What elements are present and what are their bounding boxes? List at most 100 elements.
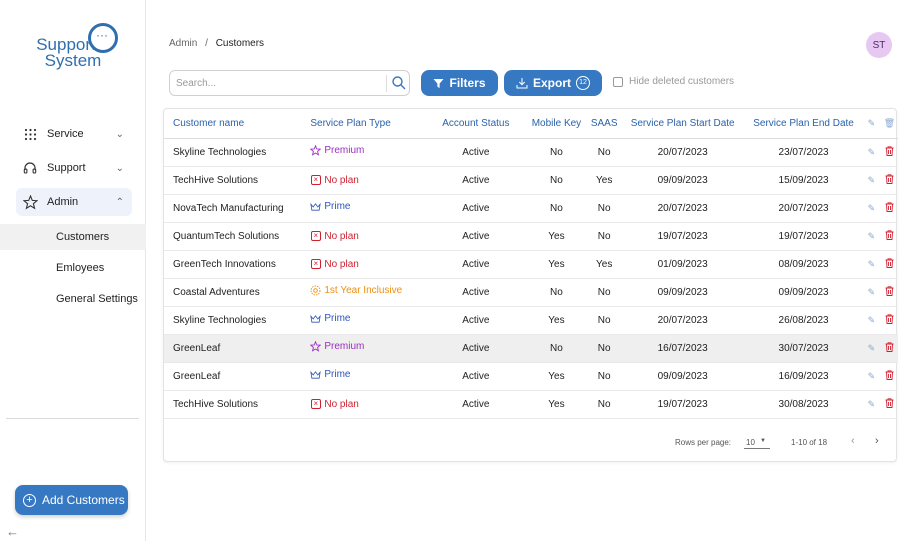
delete-icon[interactable] — [880, 250, 898, 279]
star-outline-icon — [310, 145, 322, 156]
delete-icon[interactable] — [880, 390, 898, 419]
plan-label: 1st Year Inclusive — [324, 285, 403, 296]
sidebar-subitem-general-settings[interactable]: General Settings — [0, 286, 146, 312]
edit-icon[interactable]: ✎ — [861, 362, 881, 391]
plan-label: No plan — [324, 174, 359, 186]
sidebar-subitem-label: General Settings — [56, 293, 138, 305]
cell-account-status: Active — [427, 362, 525, 391]
table-row[interactable]: Skyline Technologies Premium Active No No 20/… — [164, 138, 898, 167]
sidebar-item-support[interactable]: Support ⌄ — [16, 154, 132, 182]
edit-icon[interactable]: ✎ — [861, 390, 881, 419]
plan-tag: × No plan — [310, 399, 359, 410]
delete-icon[interactable] — [880, 334, 898, 363]
column-header-saas[interactable]: SAAS — [588, 109, 621, 139]
column-header-end-date[interactable]: Service Plan End Date — [745, 109, 862, 139]
cell-mobile-key: Yes — [524, 390, 589, 419]
delete-icon[interactable] — [880, 306, 898, 335]
edit-icon[interactable]: ✎ — [861, 278, 881, 307]
table-row[interactable]: GreenLeaf Prime Active Yes No 09/09/2023 16/09… — [164, 362, 898, 391]
column-header-customer-name[interactable]: Customer name — [164, 109, 311, 139]
delete-icon[interactable] — [880, 362, 898, 391]
trash-icon[interactable]: 🗑 — [880, 109, 898, 139]
cell-customer-name: Skyline Technologies — [164, 306, 311, 335]
delete-icon[interactable] — [880, 166, 898, 195]
cell-end-date: 16/09/2023 — [745, 362, 862, 391]
plan-tag: Prime — [310, 201, 351, 213]
table-row[interactable]: QuantumTech Solutions × No plan Active Yes No… — [164, 222, 898, 251]
cell-customer-name: TechHive Solutions — [164, 166, 311, 195]
plus-circle-icon: + — [23, 493, 36, 507]
edit-icon[interactable]: ✎ — [861, 334, 881, 363]
plan-tag: × No plan — [310, 231, 359, 242]
cell-end-date: 15/09/2023 — [745, 166, 862, 195]
edit-icon[interactable]: ✎ — [861, 250, 881, 279]
delete-icon[interactable] — [880, 194, 898, 223]
star-icon — [22, 194, 38, 210]
table-row[interactable]: NovaTech Manufacturing Prime Active No No 20/… — [164, 194, 898, 223]
hide-deleted-toggle[interactable]: Hide deleted customers — [613, 76, 734, 87]
edit-icon[interactable]: ✎ — [861, 194, 881, 223]
column-header-account-status[interactable]: Account Status — [427, 109, 525, 139]
delete-icon[interactable] — [880, 222, 898, 251]
column-header-mobile-key[interactable]: Mobile Key — [524, 109, 589, 139]
hide-deleted-checkbox[interactable] — [613, 76, 623, 87]
cell-mobile-key: No — [524, 334, 589, 363]
cell-start-date: 19/07/2023 — [620, 390, 746, 419]
cell-saas: No — [588, 306, 621, 335]
cell-end-date: 09/09/2023 — [745, 278, 862, 307]
sidebar: Support System Service ⌄ Support ⌄ Admin… — [0, 0, 146, 541]
avatar[interactable]: ST — [866, 32, 892, 58]
filters-button[interactable]: Filters — [421, 70, 498, 96]
search-icon[interactable] — [391, 75, 407, 91]
table-row[interactable]: GreenLeaf Premium Active No No 16/07/2023 30/0… — [164, 334, 898, 363]
plan-label: No plan — [324, 258, 359, 270]
edit-icon[interactable]: ✎ — [861, 222, 881, 251]
delete-icon[interactable] — [880, 138, 898, 167]
cell-start-date: 09/09/2023 — [620, 278, 746, 307]
pencil-icon[interactable]: ✎ — [861, 109, 881, 139]
plan-label: Prime — [324, 201, 351, 213]
cell-saas: No — [588, 222, 621, 251]
table-row[interactable]: TechHive Solutions × No plan Active No Yes 09/… — [164, 166, 898, 195]
table-row[interactable]: GreenTech Innovations × No plan Active Yes Ye… — [164, 250, 898, 279]
cell-service-plan: × No plan — [310, 390, 428, 419]
table-row[interactable]: Skyline Technologies Prime Active Yes No 20/0… — [164, 306, 898, 335]
download-icon — [516, 77, 528, 89]
arrow-left-icon[interactable]: ← — [6, 524, 19, 539]
edit-icon[interactable]: ✎ — [861, 138, 881, 167]
column-header-service-plan-type[interactable]: Service Plan Type — [310, 109, 428, 139]
column-header-start-date[interactable]: Service Plan Start Date — [620, 109, 746, 139]
table-row[interactable]: TechHive Solutions × No plan Active Yes No 19/… — [164, 390, 898, 419]
cell-account-status: Active — [427, 390, 525, 419]
delete-icon[interactable] — [880, 278, 898, 307]
export-button[interactable]: Export 12 — [504, 70, 602, 96]
cell-start-date: 09/09/2023 — [620, 362, 746, 391]
sidebar-subitem-employees[interactable]: Emloyees — [0, 255, 146, 281]
chevron-left-icon[interactable]: ‹ — [851, 435, 855, 447]
sidebar-item-admin[interactable]: Admin ⌃ — [16, 188, 132, 216]
cell-customer-name: QuantumTech Solutions — [164, 222, 311, 251]
pagination: Rows per page: 10 ▼ 1-10 of 18 ‹ › — [164, 432, 898, 452]
cell-saas: No — [588, 334, 621, 363]
chevron-up-icon: ⌃ — [115, 196, 124, 208]
sidebar-subitem-customers[interactable]: Customers — [0, 224, 146, 250]
add-customers-button[interactable]: + Add Customers — [15, 485, 128, 515]
cell-end-date: 23/07/2023 — [745, 138, 862, 167]
cell-service-plan: Premium — [310, 334, 428, 363]
chevron-right-icon[interactable]: › — [875, 435, 879, 447]
table-row[interactable]: Coastal Adventures 1st Year Inclusive Acti… — [164, 278, 898, 307]
breadcrumb-admin[interactable]: Admin — [169, 38, 198, 49]
cell-customer-name: GreenLeaf — [164, 362, 311, 391]
cell-mobile-key: Yes — [524, 306, 589, 335]
hide-deleted-label: Hide deleted customers — [629, 76, 735, 87]
sidebar-item-service[interactable]: Service ⌄ — [16, 120, 132, 148]
grid-dots-icon — [22, 126, 38, 142]
cell-account-status: Active — [427, 138, 525, 167]
plan-tag: 1st Year Inclusive — [310, 285, 402, 296]
edit-icon[interactable]: ✎ — [861, 306, 881, 335]
edit-icon[interactable]: ✎ — [861, 166, 881, 195]
rows-per-page-select[interactable]: 10 ▼ — [744, 435, 770, 449]
cell-saas: Yes — [588, 250, 621, 279]
search-input[interactable] — [176, 75, 376, 91]
cell-account-status: Active — [427, 250, 525, 279]
